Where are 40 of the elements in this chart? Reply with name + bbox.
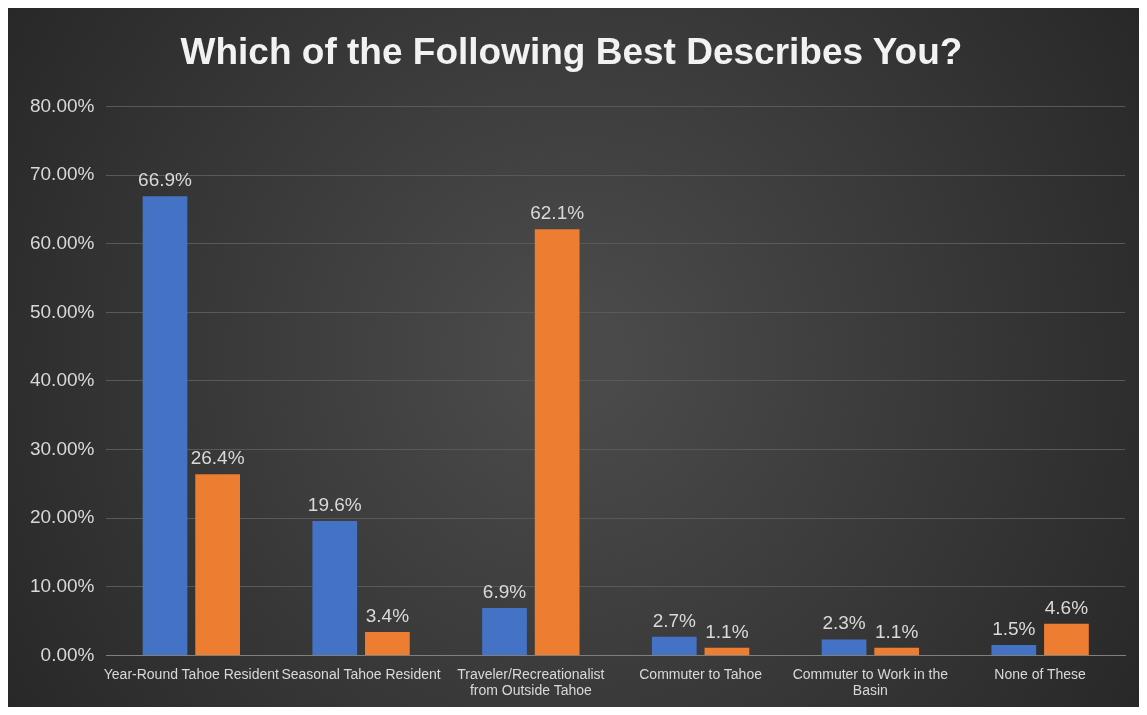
bar [312,520,358,655]
data-label: 1.1% [875,620,919,642]
data-label: 2.3% [822,612,866,634]
x-tick-label: Seasonal Tahoe Resident [281,665,441,682]
bar [482,608,527,655]
bar [991,645,1037,655]
y-tick-label: 70.00% [29,163,95,185]
data-label: 2.7% [652,609,697,631]
data-label: 66.9% [138,169,193,191]
data-label: 6.9% [482,580,527,602]
x-tick-label: Year-Round Tahoe Resident [103,665,279,682]
x-tick-label: None of These [994,665,1087,682]
x-tick-label: Commuter to Work in the Basin [792,665,949,699]
data-label: 62.1% [530,201,585,223]
bar [1044,623,1089,655]
y-tick-label: 20.00% [29,506,95,528]
bar [874,647,920,655]
bar [365,632,410,655]
y-tick-label: 30.00% [29,437,95,459]
bar [821,639,867,655]
y-tick-label: 50.00% [29,300,95,322]
x-tick-label: Traveler/Recreationalist from Outside Tahoe [457,665,605,699]
y-tick-label: 60.00% [29,231,95,253]
y-tick-label: 0.00% [40,643,95,665]
bar [195,474,240,655]
data-label: 4.6% [1044,596,1089,618]
bar [704,647,750,655]
x-tick-label: Commuter to Tahoe [639,665,763,682]
data-label: 1.5% [992,617,1036,639]
data-label: 1.1% [705,620,749,642]
bar [142,196,188,655]
y-tick-label: 80.00% [29,94,95,116]
y-tick-label: 10.00% [29,575,95,597]
data-label: 26.4% [190,446,245,468]
y-tick-label: 40.00% [29,369,95,391]
data-label: 19.6% [307,493,362,515]
bar [534,229,580,655]
bar [651,636,697,655]
chart-title: Which of the Following Best Describes You? [180,31,963,73]
data-label: 3.4% [365,604,410,626]
